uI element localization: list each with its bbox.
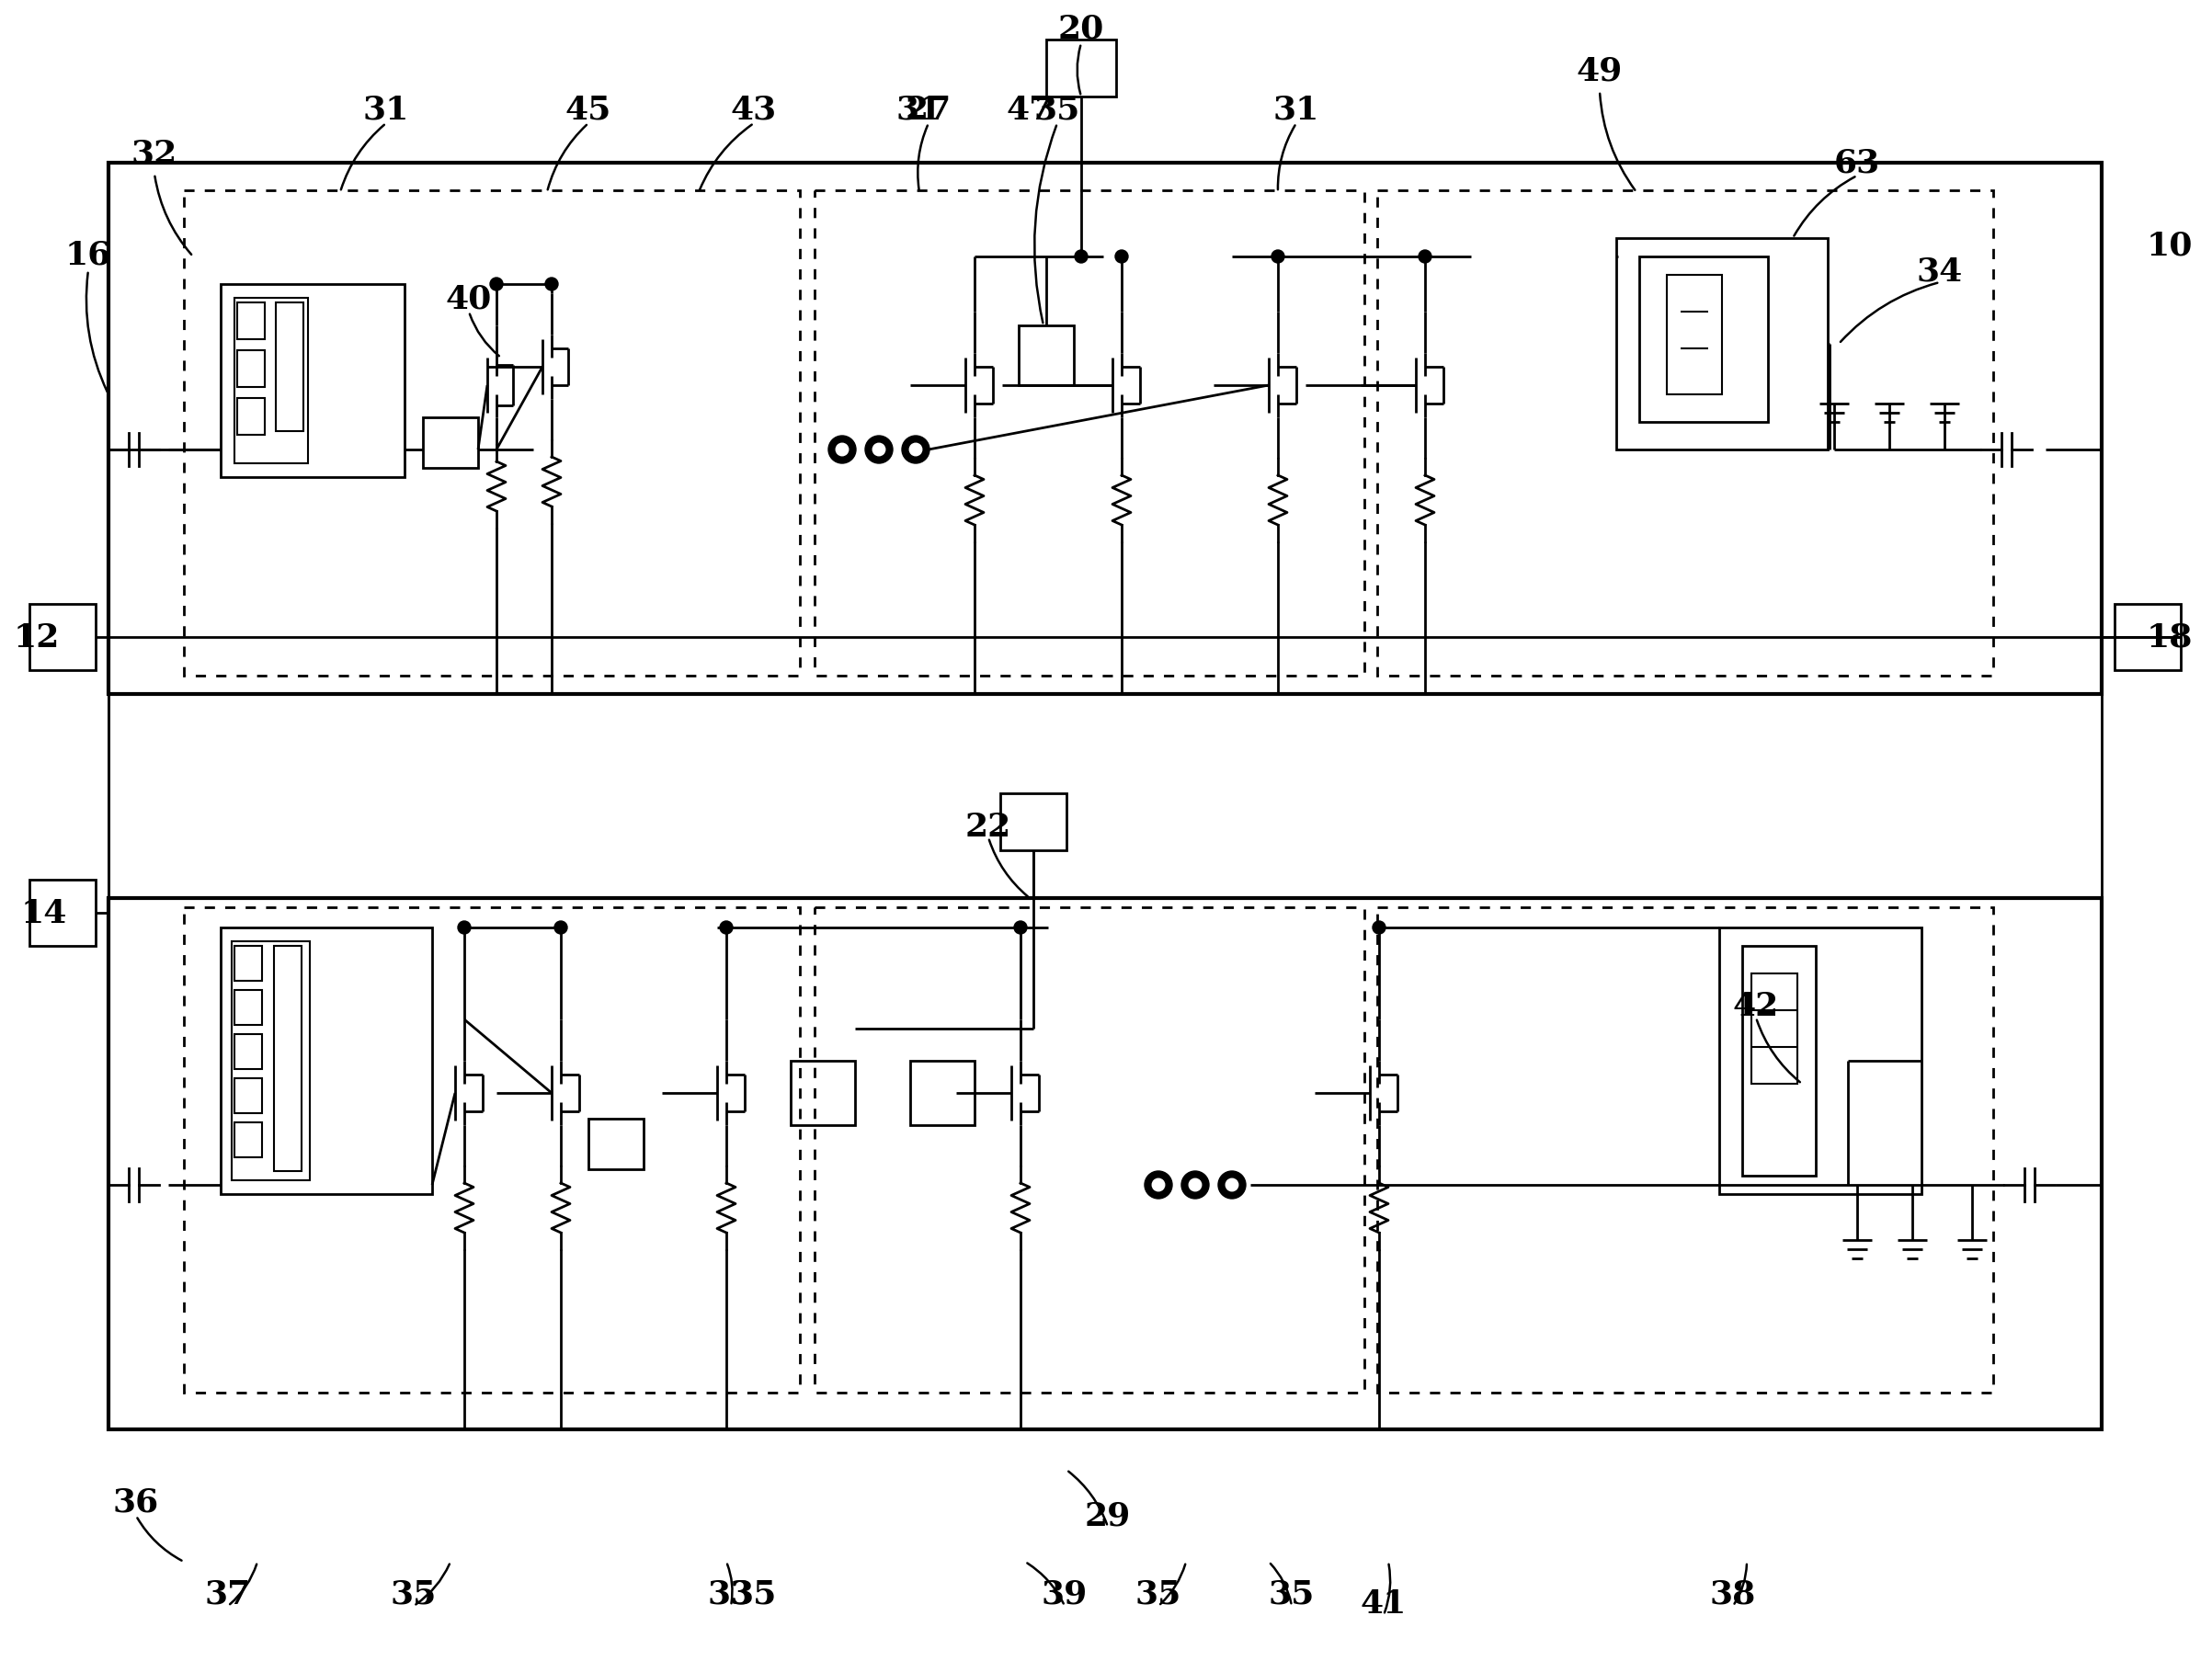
Text: 31: 31 — [896, 95, 942, 126]
Bar — [234, 1035, 261, 1070]
Circle shape — [1115, 251, 1128, 264]
Bar — [237, 399, 265, 435]
Bar — [237, 350, 265, 387]
Bar — [422, 419, 478, 468]
Circle shape — [555, 922, 566, 933]
Bar — [234, 990, 261, 1025]
Text: 20: 20 — [1057, 13, 1104, 45]
Bar — [234, 1078, 261, 1113]
Bar — [1617, 239, 1827, 450]
Bar — [234, 299, 307, 463]
Text: 37: 37 — [206, 1578, 252, 1610]
Bar — [2115, 605, 2181, 671]
Circle shape — [909, 443, 922, 457]
Circle shape — [836, 443, 849, 457]
Circle shape — [1075, 251, 1088, 264]
Text: 41: 41 — [1360, 1588, 1407, 1619]
Circle shape — [491, 279, 502, 291]
Text: 31: 31 — [363, 95, 409, 126]
Bar — [108, 163, 2101, 694]
Circle shape — [902, 437, 929, 463]
Circle shape — [458, 922, 471, 933]
Bar — [276, 304, 303, 432]
Circle shape — [1272, 251, 1285, 264]
Text: 38: 38 — [1710, 1578, 1756, 1610]
Text: 10: 10 — [2146, 231, 2192, 262]
Bar — [814, 907, 1365, 1392]
Text: 40: 40 — [447, 282, 491, 314]
Text: 49: 49 — [1577, 56, 1624, 88]
Circle shape — [1190, 1179, 1201, 1191]
Circle shape — [719, 922, 732, 933]
Text: 18: 18 — [2146, 621, 2192, 653]
Text: 43: 43 — [730, 95, 776, 126]
Bar — [232, 942, 310, 1181]
Bar — [1719, 928, 1922, 1194]
Text: 34: 34 — [1918, 256, 1962, 287]
Text: 35: 35 — [1035, 95, 1079, 126]
Bar — [1000, 794, 1066, 850]
Text: 31: 31 — [1274, 95, 1321, 126]
Bar — [234, 1123, 261, 1158]
Text: 45: 45 — [566, 95, 611, 126]
Circle shape — [865, 437, 894, 463]
Circle shape — [1181, 1171, 1210, 1199]
Circle shape — [1219, 1171, 1245, 1199]
Bar — [790, 1061, 856, 1126]
Bar — [814, 191, 1365, 676]
Text: 36: 36 — [113, 1487, 159, 1518]
Bar — [274, 947, 301, 1171]
Text: 22: 22 — [964, 811, 1011, 842]
Bar — [221, 284, 405, 478]
Text: 14: 14 — [20, 897, 66, 928]
Bar — [1378, 191, 1993, 676]
Text: 33: 33 — [708, 1578, 754, 1610]
Bar — [29, 605, 95, 671]
Text: 35: 35 — [1135, 1578, 1181, 1610]
Bar — [108, 899, 2101, 1430]
Bar — [1668, 276, 1721, 395]
Circle shape — [1418, 251, 1431, 264]
Circle shape — [544, 279, 557, 291]
Circle shape — [1144, 1171, 1172, 1199]
Text: 63: 63 — [1834, 148, 1880, 179]
Bar — [1639, 257, 1767, 422]
Circle shape — [874, 443, 885, 457]
Text: 32: 32 — [131, 140, 177, 169]
Bar — [1752, 973, 1798, 1085]
Bar — [237, 304, 265, 341]
Circle shape — [1225, 1179, 1239, 1191]
Circle shape — [827, 437, 856, 463]
Bar — [1020, 326, 1073, 385]
Text: 47: 47 — [1006, 95, 1053, 126]
Bar — [234, 947, 261, 982]
Text: 12: 12 — [13, 621, 60, 653]
Text: 39: 39 — [1042, 1578, 1088, 1610]
Bar — [909, 1061, 975, 1126]
Circle shape — [1374, 922, 1385, 933]
Circle shape — [1152, 1179, 1164, 1191]
Text: 35: 35 — [730, 1578, 776, 1610]
Bar — [29, 880, 95, 947]
Text: 27: 27 — [905, 95, 951, 126]
Circle shape — [1013, 922, 1026, 933]
Text: 35: 35 — [392, 1578, 438, 1610]
Text: 16: 16 — [64, 239, 111, 271]
Bar — [184, 191, 801, 676]
Bar — [184, 907, 801, 1392]
Text: 42: 42 — [1732, 990, 1778, 1022]
Text: 29: 29 — [1084, 1500, 1130, 1531]
Bar — [1743, 947, 1816, 1176]
Bar — [1378, 907, 1993, 1392]
Bar — [588, 1120, 644, 1169]
Bar — [221, 928, 431, 1194]
Text: 35: 35 — [1267, 1578, 1314, 1610]
Bar — [1046, 40, 1117, 98]
